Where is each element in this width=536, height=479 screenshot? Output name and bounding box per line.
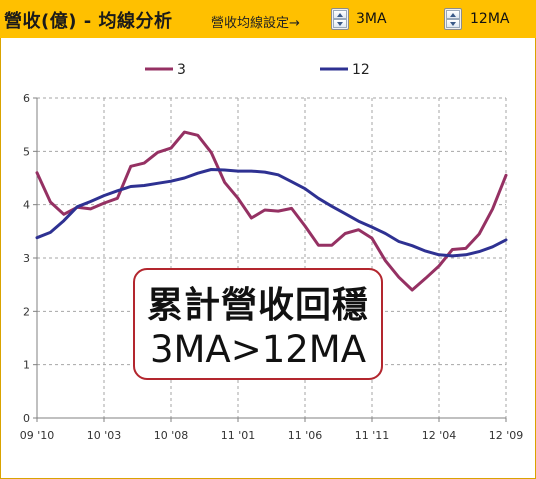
x-tick-label: 11 '11	[355, 429, 390, 442]
x-tick-label: 11 '06	[288, 429, 323, 442]
x-tick-label: 10 '03	[87, 429, 122, 442]
chart-axes: 0 1 2 3 4 5 6 09 '10 10 '03 10 '08 11 '01 11 '06 11 …	[20, 92, 524, 442]
y-tick-label: 6	[23, 92, 30, 105]
long-ma-value: 12MA	[470, 11, 510, 27]
y-tick-label: 1	[23, 359, 30, 372]
x-tick-label: 09 '10	[20, 429, 55, 442]
short-ma-spinner[interactable]	[331, 8, 349, 30]
header-bar: 營收(億) - 均線分析 營收均線設定→ 3MA 12MA	[0, 0, 536, 38]
chart-series	[35, 130, 508, 292]
short-ma-value: 3MA	[356, 11, 387, 27]
y-tick-label: 2	[23, 305, 30, 318]
y-tick-label: 0	[23, 412, 30, 425]
y-tick-label: 3	[23, 252, 30, 265]
y-tick-label: 4	[23, 199, 30, 212]
x-tick-label: 11 '01	[221, 429, 256, 442]
chart-legend: 3 12	[145, 62, 370, 78]
x-tick-label: 10 '08	[154, 429, 189, 442]
y-tick-label: 5	[23, 145, 30, 158]
callout-line-2: 3MA>12MA	[149, 328, 367, 371]
callout-box: 累計營收回穩 3MA>12MA	[133, 268, 383, 380]
long-ma-spinner[interactable]	[444, 8, 462, 30]
legend-label: 12	[352, 62, 370, 78]
page-title: 營收(億) - 均線分析	[4, 11, 173, 32]
spin-arrows-icon	[450, 13, 456, 26]
spin-arrows-icon	[337, 13, 343, 26]
ma-setting-label: 營收均線設定→	[211, 16, 300, 31]
series-line-3	[35, 130, 508, 292]
x-tick-label: 12 '04	[422, 429, 457, 442]
callout-line-1: 累計營收回穩	[146, 285, 369, 326]
legend-label: 3	[177, 62, 186, 78]
series-line-12	[35, 168, 508, 258]
x-tick-label: 12 '09	[489, 429, 524, 442]
